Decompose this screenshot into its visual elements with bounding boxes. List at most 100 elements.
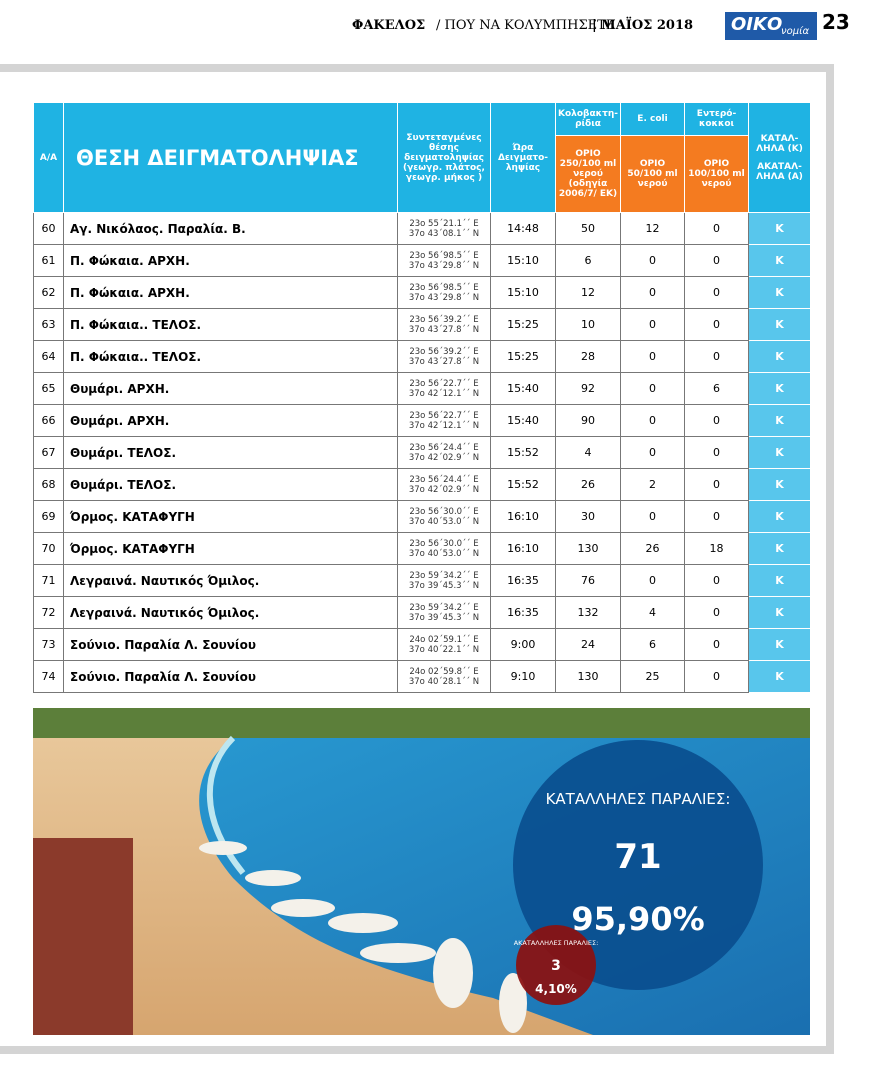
result: Κ [748,276,811,309]
coordinates: 23ο 55΄21.1΄΄ Ε 37ο 43΄08.1΄΄ Ν [397,212,491,245]
suitable-label: ΚΑΤΑΛΛΗΛΕΣ ΠΑΡΑΛΙΕΣ: [546,790,731,808]
row-number: 68 [33,468,64,501]
enterococci: 0 [684,244,749,277]
table-row: 73 Σούνιο. Παραλία Λ. Σουνίου 24ο 02΄59.1΄… [33,628,811,661]
enterococci: 0 [684,468,749,501]
result: Κ [748,532,811,565]
location: Π. Φώκαια.. ΤΕΛΟΣ. [63,308,398,341]
row-number: 70 [33,532,64,565]
coordinates: 24ο 02΄59.8΄΄ Ε 37ο 40΄28.1΄΄ Ν [397,660,491,693]
coliforms-limit: ΟΡΙΟ 250/100 ml νερού (οδηγία 2006/7/ ΕΚ… [555,135,621,213]
latitude: 37ο 42΄02.9΄΄ Ν [408,484,480,495]
row-number: 64 [33,340,64,373]
ecoli: 0 [620,372,685,405]
page-number: 23 [822,10,850,34]
enterococci: 0 [684,276,749,309]
coliforms: 6 [555,244,621,277]
table-row: 74 Σούνιο. Παραλία Λ. Σουνίου 24ο 02΄59.8΄… [33,660,811,693]
unsuitable-percent: 4,10% [535,982,577,996]
result: Κ [748,628,811,661]
ecoli: 0 [620,500,685,533]
row-number: 60 [33,212,64,245]
latitude: 37ο 42΄12.1΄΄ Ν [408,420,480,431]
sample-time: 16:35 [490,564,556,597]
table-row: 69 Όρμος. ΚΑΤΑΦΥΓΗ 23ο 56΄30.0΄΄ Ε 37ο 40΄5… [33,500,811,533]
enterococci: 0 [684,564,749,597]
location: Όρμος. ΚΑΤΑΦΥΓΗ [63,500,398,533]
latitude: 37ο 42΄02.9΄΄ Ν [408,452,480,463]
latitude: 37ο 40΄53.0΄΄ Ν [408,548,480,559]
location: Σούνιο. Παραλία Λ. Σουνίου [63,660,398,693]
location: Θυμάρι. ΑΡΧΗ. [63,372,398,405]
table-row: 70 Όρμος. ΚΑΤΑΦΥΓΗ 23ο 56΄30.0΄΄ Ε 37ο 40΄5… [33,532,811,565]
location: Π. Φώκαια. ΑΡΧΗ. [63,276,398,309]
coordinates: 23ο 59΄34.2΄΄ Ε 37ο 39΄45.3΄΄ Ν [397,596,491,629]
sample-time: 15:52 [490,468,556,501]
coordinates: 23ο 56΄98.5΄΄ Ε 37ο 43΄29.8΄΄ Ν [397,276,491,309]
results-table: Α/Α ΘΕΣΗ ΔΕΙΓΜΑΤΟΛΗΨΙΑΣ Συντεταγμένες θέ… [33,102,811,693]
table-row: 63 Π. Φώκαια.. ΤΕΛΟΣ. 23ο 56΄39.2΄΄ Ε 37ο 4… [33,308,811,341]
latitude: 37ο 43΄29.8΄΄ Ν [408,260,480,271]
table-row: 71 Λεγραινά. Ναυτικός Όμιλος. 23ο 59΄34.2΄… [33,564,811,597]
suitable-count: 71 [614,837,661,877]
coliforms: 4 [555,436,621,469]
ecoli: 0 [620,564,685,597]
enterococci: 0 [684,308,749,341]
result: Κ [748,436,811,469]
coliforms: 76 [555,564,621,597]
longitude: 23ο 56΄22.7΄΄ Ε [409,378,479,389]
coliforms: 132 [555,596,621,629]
result: Κ [748,404,811,437]
result: Κ [748,564,811,597]
row-number: 72 [33,596,64,629]
row-number: 69 [33,500,64,533]
latitude: 37ο 43΄27.8΄΄ Ν [408,356,480,367]
result: Κ [748,308,811,341]
sample-time: 15:40 [490,404,556,437]
suitable-circle [513,740,763,990]
logo-text: ΟΙΚΟ [731,14,783,35]
sample-time: 15:25 [490,340,556,373]
coordinates: 23ο 56΄24.4΄΄ Ε 37ο 42΄02.9΄΄ Ν [397,436,491,469]
table-row: 65 Θυμάρι. ΑΡΧΗ. 23ο 56΄22.7΄΄ Ε 37ο 42΄12.… [33,372,811,405]
sample-time: 15:25 [490,308,556,341]
sample-time: 15:10 [490,276,556,309]
table-row: 68 Θυμάρι. ΤΕΛΟΣ. 23ο 56΄24.4΄΄ Ε 37ο 42΄02… [33,468,811,501]
longitude: 23ο 56΄39.2΄΄ Ε [409,346,479,357]
ecoli: 2 [620,468,685,501]
ecoli: 0 [620,340,685,373]
location: Σούνιο. Παραλία Λ. Σουνίου [63,628,398,661]
row-number: 71 [33,564,64,597]
table-row: 66 Θυμάρι. ΑΡΧΗ. 23ο 56΄22.7΄΄ Ε 37ο 42΄12.… [33,404,811,437]
coordinates: 23ο 56΄39.2΄΄ Ε 37ο 43΄27.8΄΄ Ν [397,308,491,341]
ecoli: 0 [620,276,685,309]
unsuitable-count: 3 [551,958,561,974]
latitude: 37ο 43΄29.8΄΄ Ν [408,292,480,303]
sample-time: 9:00 [490,628,556,661]
row-number: 62 [33,276,64,309]
sample-time: 15:52 [490,436,556,469]
enterococci: 0 [684,436,749,469]
result: Κ [748,212,811,245]
longitude: 24ο 02΄59.1΄΄ Ε [409,634,479,645]
longitude: 23ο 56΄98.5΄΄ Ε [409,282,479,293]
sample-time: 15:10 [490,244,556,277]
col-time: Ώρα Δειγματο-ληψίας [490,102,556,213]
coordinates: 23ο 59΄34.2΄΄ Ε 37ο 39΄45.3΄΄ Ν [397,564,491,597]
sample-time: 14:48 [490,212,556,245]
longitude: 23ο 56΄39.2΄΄ Ε [409,314,479,325]
coliforms: 12 [555,276,621,309]
beach-photo: ΚΑΤΑΛΛΗΛΕΣ ΠΑΡΑΛΙΕΣ: 71 95,90% ΑΚΑΤΑΛΛΗΛ… [33,708,810,1035]
col-ecoli: E. coli [620,102,685,136]
result: Κ [748,468,811,501]
coordinates: 23ο 56΄98.5΄΄ Ε 37ο 43΄29.8΄΄ Ν [397,244,491,277]
enterococci: 0 [684,404,749,437]
topic: / ΠΟΥ ΝΑ ΚΟΛΥΜΠΗΣΕΤΕ [436,18,616,33]
table-row: 61 Π. Φώκαια. ΑΡΧΗ. 23ο 56΄98.5΄΄ Ε 37ο 43΄… [33,244,811,277]
unsuitable-header: ΑΚΑΤΑΛ-ΛΗΛΑ (Α) [756,161,803,182]
enterococci: 0 [684,596,749,629]
coliforms: 24 [555,628,621,661]
ecoli: 6 [620,628,685,661]
enterococci: 18 [684,532,749,565]
col-location: ΘΕΣΗ ΔΕΙΓΜΑΤΟΛΗΨΙΑΣ [63,102,398,213]
